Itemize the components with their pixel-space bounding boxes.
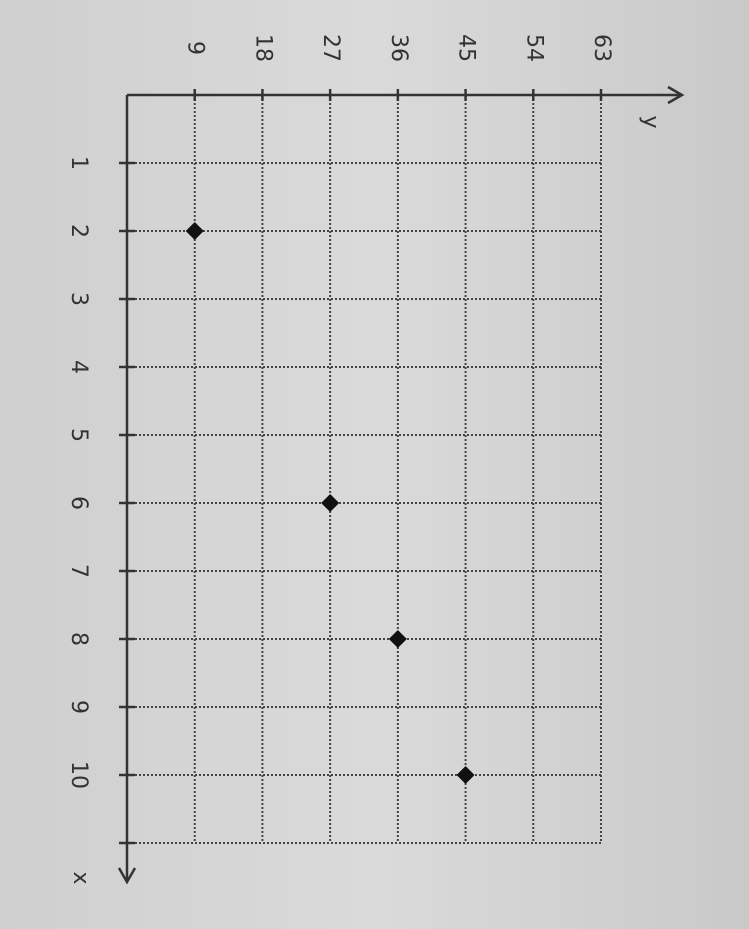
- x-tick-label: 7: [66, 564, 91, 578]
- y-axis-label: y: [638, 115, 663, 128]
- y-tick-label: 45: [454, 34, 479, 62]
- x-tick-label: 1: [66, 156, 91, 170]
- point: [388, 630, 407, 648]
- x-tick-label: 9: [66, 700, 91, 714]
- y-tick-label: 27: [318, 34, 343, 62]
- point: [321, 494, 340, 512]
- y-axis: [127, 85, 685, 105]
- x-tick-label: 8: [66, 632, 91, 646]
- point: [185, 222, 204, 240]
- y-tick-label: 9: [183, 41, 208, 55]
- x-axis: [117, 95, 137, 885]
- y-tick-label: 36: [386, 34, 411, 62]
- x-tick-label: 5: [66, 428, 91, 442]
- x-axis-label: x: [68, 871, 93, 884]
- x-tick-label: 3: [66, 292, 91, 306]
- y-tick-label: 63: [589, 34, 614, 62]
- x-tick-label: 6: [66, 496, 91, 510]
- x-tick-label: 10: [66, 761, 91, 789]
- point: [456, 766, 475, 784]
- y-tick-label: 18: [250, 34, 275, 62]
- x-tick-label: 2: [66, 224, 91, 238]
- y-tick-label: 54: [521, 34, 546, 62]
- x-tick-label: 4: [66, 360, 91, 374]
